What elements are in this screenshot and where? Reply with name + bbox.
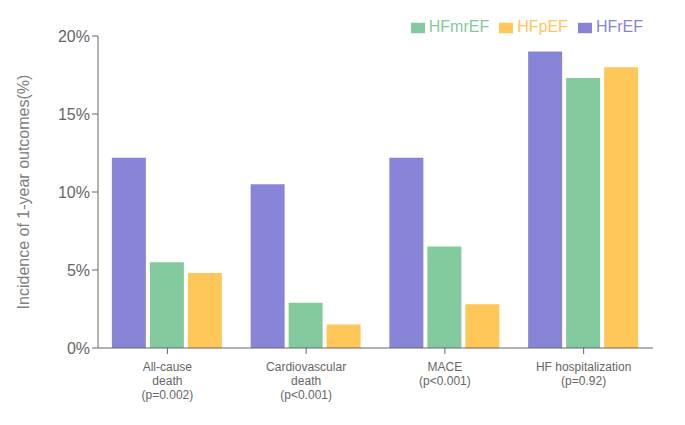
- svg-text:15%: 15%: [58, 106, 90, 123]
- svg-text:Cardiovasculardeath(p<0.001): Cardiovasculardeath(p<0.001): [266, 360, 346, 403]
- svg-text:20%: 20%: [58, 28, 90, 45]
- html-text:HFrEF: HFrEF: [595, 18, 643, 35]
- html-text:HFpEF: HFpEF: [517, 18, 568, 35]
- svg-text:MACE(p<0.001): MACE(p<0.001): [419, 360, 471, 388]
- svg-text:HF hospitalization(p=0.92): HF hospitalization(p=0.92): [536, 360, 631, 388]
- svg-text:Incidence of 1-year outcomes(%: Incidence of 1-year outcomes(%): [15, 75, 32, 310]
- svg-text:0%: 0%: [67, 340, 90, 357]
- svg-text:5%: 5%: [67, 262, 90, 279]
- html-text:HFmrEF: HFmrEF: [428, 18, 490, 35]
- svg-text:All-causedeath(p=0.002): All-causedeath(p=0.002): [142, 360, 194, 403]
- svg-text:10%: 10%: [58, 184, 90, 201]
